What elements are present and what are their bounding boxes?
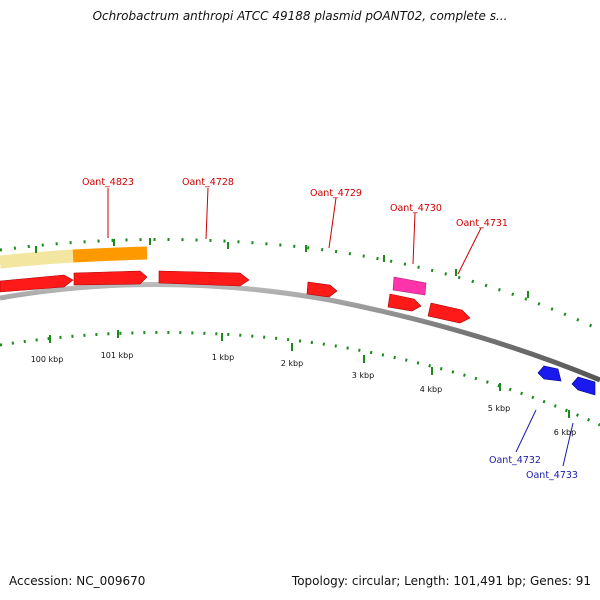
gene-arrow[interactable]: [158, 270, 250, 287]
scale-label: 4 kbp: [420, 385, 442, 394]
gene-label[interactable]: Oant_4733: [526, 470, 578, 481]
feature-band-orange: [72, 246, 148, 263]
map-title: Ochrobactrum anthropi ATCC 49188 plasmid…: [92, 9, 508, 23]
gene-arrow[interactable]: [387, 293, 422, 312]
scale-label: 1 kbp: [212, 353, 234, 362]
gene-label-leaders: [107, 187, 574, 467]
gene-label[interactable]: Oant_4728: [182, 177, 234, 188]
feature-band-pale: [0, 249, 74, 269]
gene-arrow[interactable]: [306, 281, 338, 298]
scale-label: 100 kbp: [31, 355, 64, 364]
gene-arrow[interactable]: [427, 302, 471, 324]
gene-label[interactable]: Oant_4823: [82, 177, 134, 188]
gene-label[interactable]: Oant_4731: [456, 218, 508, 229]
gene-label[interactable]: Oant_4729: [310, 188, 362, 199]
scale-label: 3 kbp: [352, 371, 374, 380]
scale-label: 5 kbp: [488, 404, 510, 413]
summary-label: Topology: circular; Length: 101,491 bp; …: [291, 574, 591, 588]
backbone-circle: [0, 281, 600, 383]
scale-label: 2 kbp: [281, 359, 303, 368]
gene-arrow-highlighted[interactable]: [392, 276, 427, 296]
inner-major-ticks: [49, 330, 570, 418]
accession-label: Accession: NC_009670: [9, 574, 146, 588]
gene-label[interactable]: Oant_4730: [390, 203, 442, 214]
gene-arrow[interactable]: [0, 274, 74, 293]
inner-tick-ring: [0, 331, 600, 427]
scale-label: 101 kbp: [101, 351, 134, 360]
scale-label: 6 kbp: [554, 428, 576, 437]
gene-label[interactable]: Oant_4732: [489, 455, 541, 466]
gene-arrow-reverse[interactable]: [571, 376, 596, 396]
gene-arrow-reverse[interactable]: [537, 365, 562, 382]
gene-arrow[interactable]: [73, 270, 148, 286]
outer-major-ticks: [35, 238, 529, 298]
